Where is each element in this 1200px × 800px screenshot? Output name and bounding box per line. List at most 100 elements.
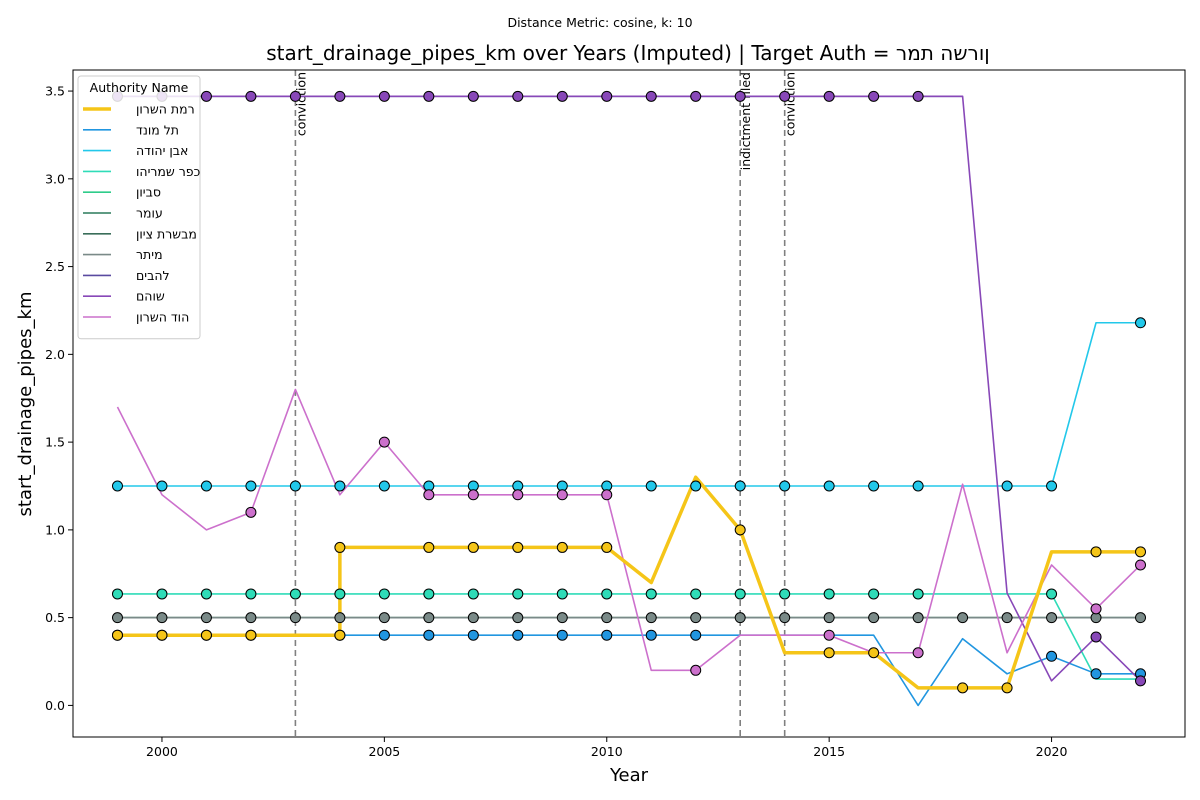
plot-frame (72, 69, 1186, 738)
data-point (645, 90, 657, 102)
data-point (1001, 612, 1013, 624)
data-point (1090, 546, 1102, 558)
event-label: conviction (293, 72, 308, 136)
x-tick-label: 2000 (146, 744, 178, 759)
x-tick-label: 2015 (813, 744, 845, 759)
data-point (734, 90, 746, 102)
data-point (467, 90, 479, 102)
x-tick-label: 2005 (368, 744, 400, 759)
x-tick-label: 2020 (1036, 744, 1068, 759)
data-point (1090, 668, 1102, 680)
data-point (645, 480, 657, 492)
plot-area: conviction indictment filed conviction (111, 70, 1147, 737)
data-point (378, 612, 390, 624)
event-label: conviction (783, 72, 798, 136)
data-point (690, 629, 702, 641)
y-tick-label: 1.5 (45, 435, 65, 450)
data-point (512, 541, 524, 553)
data-point (245, 588, 257, 600)
data-point (1046, 480, 1058, 492)
axes: 2000 2005 2010 2015 2020 0.0 0.5 1.0 1.5 2.0 2.5 3.… (45, 84, 1067, 759)
data-point (423, 612, 435, 624)
data-point (868, 588, 880, 600)
data-point (378, 588, 390, 600)
data-point (1135, 612, 1147, 624)
data-point (245, 480, 257, 492)
data-point (868, 647, 880, 659)
data-point (1001, 480, 1013, 492)
data-point (467, 612, 479, 624)
data-point (645, 588, 657, 600)
data-point (868, 90, 880, 102)
legend-entry: ןויצ תרשבמ (136, 226, 197, 241)
data-point (601, 541, 613, 553)
data-point (111, 588, 123, 600)
data-point (111, 480, 123, 492)
data-point (556, 541, 568, 553)
chart-subtitle: Distance Metric: cosine, k: 10 (507, 15, 692, 30)
data-point (779, 480, 791, 492)
data-point (1135, 559, 1147, 571)
data-point (200, 90, 212, 102)
data-point (601, 612, 613, 624)
data-point (690, 90, 702, 102)
data-point (1046, 612, 1058, 624)
data-point (823, 588, 835, 600)
data-point (645, 629, 657, 641)
data-point (512, 629, 524, 641)
data-point (200, 612, 212, 624)
data-point (957, 612, 969, 624)
y-axis-label: start_drainage_pipes_km (15, 292, 36, 517)
data-point (734, 612, 746, 624)
data-point (734, 588, 746, 600)
data-point (823, 629, 835, 641)
data-point (378, 90, 390, 102)
data-point (378, 480, 390, 492)
data-point (200, 629, 212, 641)
data-point (467, 588, 479, 600)
data-point (601, 588, 613, 600)
y-tick-label: 3.5 (45, 84, 65, 99)
data-point (912, 588, 924, 600)
data-point (334, 90, 346, 102)
data-point (1046, 650, 1058, 662)
data-point (423, 90, 435, 102)
y-tick-label: 1.0 (45, 522, 65, 537)
series-line (117, 593, 1141, 680)
y-tick-label: 2.0 (45, 347, 65, 362)
data-point (289, 612, 301, 624)
legend-box (77, 75, 201, 340)
data-point (423, 588, 435, 600)
data-point (601, 629, 613, 641)
data-point (334, 629, 346, 641)
data-point (556, 629, 568, 641)
data-point (645, 612, 657, 624)
series-line (117, 95, 1142, 682)
chart-title: start_drainage_pipes_km over Years (Impu… (266, 41, 989, 65)
data-point (1090, 631, 1102, 643)
data-point (200, 480, 212, 492)
data-point (823, 90, 835, 102)
data-point (156, 612, 168, 624)
data-point (779, 588, 791, 600)
legend-entry: םיבהל (136, 268, 170, 283)
data-point (245, 612, 257, 624)
data-point (690, 664, 702, 676)
event-label: indictment filed (738, 72, 753, 170)
data-point (1001, 682, 1013, 694)
data-point (1135, 546, 1147, 558)
legend-entry: רתימ (136, 247, 163, 262)
data-point (423, 629, 435, 641)
data-point (334, 612, 346, 624)
data-point (556, 588, 568, 600)
data-point (823, 647, 835, 659)
data-point (289, 480, 301, 492)
data-point (512, 90, 524, 102)
legend-entry: דנומ לת (136, 122, 179, 137)
y-tick-label: 0.0 (45, 698, 65, 713)
data-point (156, 629, 168, 641)
data-point (912, 612, 924, 624)
data-point (556, 90, 568, 102)
data-point (156, 480, 168, 492)
